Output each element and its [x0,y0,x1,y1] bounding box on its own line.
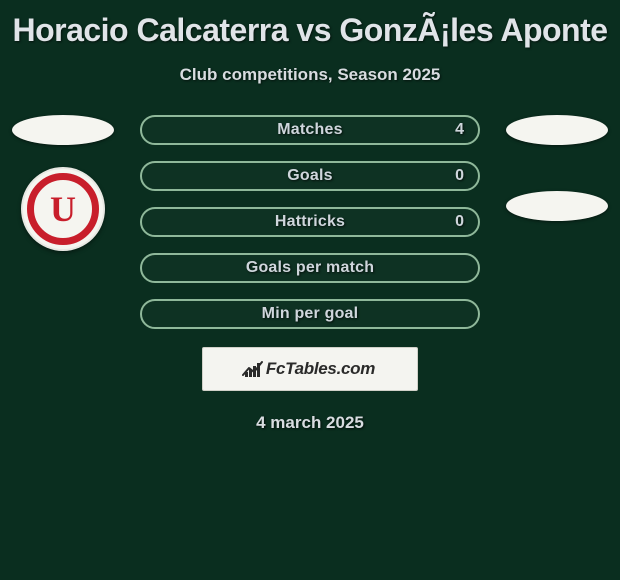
stat-right-value: 0 [455,213,464,231]
stat-right-value: 0 [455,167,464,185]
brand-text: FcTables.com [266,359,375,379]
stats-bars: Matches 4 Goals 0 Hattricks 0 Goals per … [140,115,480,329]
subtitle: Club competitions, Season 2025 [0,65,620,85]
stat-row-hattricks: Hattricks 0 [140,207,480,237]
stat-label: Goals [287,167,332,185]
left-player-column: U [8,115,118,251]
left-club-badge: U [21,167,105,251]
chart-icon [245,361,260,377]
stat-row-min-per-goal: Min per goal [140,299,480,329]
stat-row-goals-per-match: Goals per match [140,253,480,283]
brand-box: FcTables.com [202,347,418,391]
club-badge-letter: U [50,188,76,230]
stat-label: Matches [277,121,342,139]
stat-right-value: 4 [455,121,464,139]
right-flag-oval [506,115,608,145]
right-player-column [502,115,612,221]
stat-label: Min per goal [262,305,359,323]
stat-row-matches: Matches 4 [140,115,480,145]
right-second-oval [506,191,608,221]
stat-label: Hattricks [275,213,345,231]
left-flag-oval [12,115,114,145]
page-title: Horacio Calcaterra vs GonzÃ¡les Aponte [0,0,620,49]
comparison-content: U Matches 4 Goals 0 Hattricks 0 Goals pe… [0,115,620,433]
footer-date: 4 march 2025 [0,413,620,433]
stat-label: Goals per match [246,259,374,277]
stat-row-goals: Goals 0 [140,161,480,191]
